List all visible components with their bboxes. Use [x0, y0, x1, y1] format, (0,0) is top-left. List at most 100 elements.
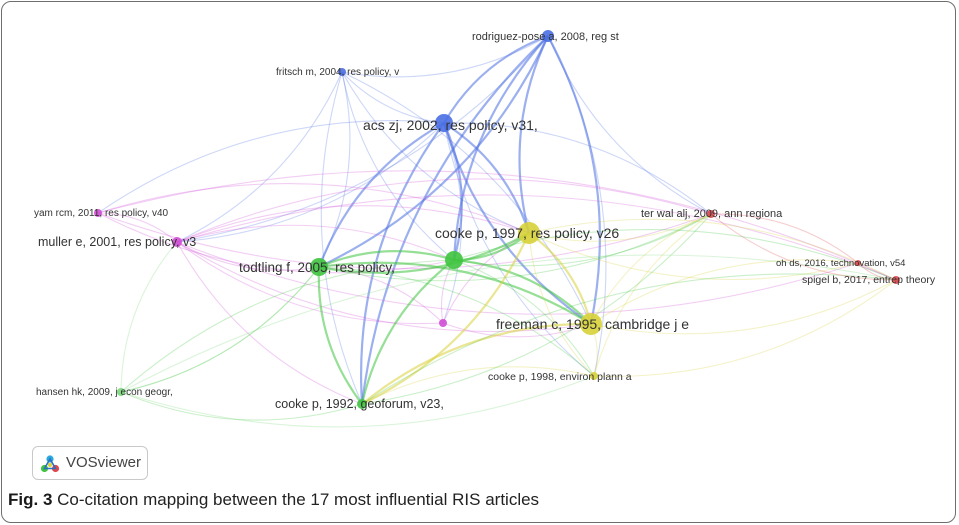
edge-rodriguez-terwal: [547, 35, 712, 215]
edge-cooke1998-spigel: [593, 279, 897, 377]
node-terwal[interactable]: [707, 210, 715, 218]
edge-hansen-spigel: [120, 254, 897, 393]
edge-cooke1997-terwal: [528, 213, 712, 242]
node-layer: [94, 30, 900, 409]
edge-fritsch-muller: [176, 71, 343, 243]
edge-hansen-todtling: [120, 266, 320, 393]
edge-cooke1997-spigel: [528, 218, 897, 281]
vosviewer-badge[interactable]: VOSviewer: [32, 446, 148, 480]
edge-acs-yam: [97, 120, 445, 214]
node-label-terwal[interactable]: ter wal alj, 2009, ann regiona: [641, 208, 783, 220]
edge-purple_small-freeman: [442, 322, 592, 338]
edge-cooke1997-ohds: [528, 232, 859, 281]
edge-todtling-cooke1997: [318, 232, 530, 274]
edge-muller-green_center: [176, 224, 455, 261]
label-layer: rodriguez-pose a, 2008, reg st fritsch m,…: [34, 31, 936, 411]
edge-hansen-muller: [120, 241, 178, 393]
node-label-hansen[interactable]: hansen hk, 2009, j econ geogr,: [36, 387, 173, 398]
caption-text: Co-citation mapping between the 17 most …: [52, 490, 540, 509]
node-todtling[interactable]: [310, 258, 328, 276]
edge-acs-freeman: [442, 122, 592, 325]
edge-rodriguez-cooke1998: [547, 35, 607, 377]
edge-fritsch-acs: [341, 71, 445, 124]
edge-yam-terwal: [97, 212, 712, 270]
node-label-acs[interactable]: acs zj, 2002, res policy, v31,: [363, 117, 538, 133]
edge-yam-spigel: [97, 170, 897, 281]
edge-acs-cooke1997: [443, 122, 531, 234]
edge-terwal-spigel: [710, 213, 897, 281]
edge-muller-terwal: [176, 178, 712, 243]
node-purple_small[interactable]: [439, 319, 447, 327]
node-label-cooke1998[interactable]: cooke p, 1998, environ plann a: [488, 371, 632, 383]
edge-fritsch-cooke1992: [320, 71, 363, 405]
node-label-spigel[interactable]: spigel b, 2017, entrep theory: [802, 274, 936, 286]
edge-rodriguez-green_center: [452, 35, 549, 261]
node-yam[interactable]: [94, 209, 102, 217]
node-label-todtling[interactable]: todtling f, 2005, res policy,: [239, 260, 395, 275]
node-label-yam[interactable]: yam rcm, 2011, res policy, v40: [34, 208, 169, 219]
edge-cooke1998-cooke1992: [361, 366, 595, 405]
edge-rodriguez-muller: [176, 35, 549, 243]
edge-cooke1997-cooke1992: [361, 232, 531, 405]
edge-rodriguez-acs: [443, 34, 549, 124]
edge-freeman-cooke1992: [361, 322, 592, 405]
edge-todtling-cooke1998: [318, 266, 595, 377]
node-label-rodriguez[interactable]: rodriguez-pose a, 2008, reg st: [472, 31, 619, 43]
node-label-fritsch[interactable]: fritsch m, 2004, res policy, v: [276, 67, 399, 78]
edge-cooke1992-hansen: [120, 391, 363, 421]
edge-acs-purple_small: [442, 122, 463, 324]
caption-figure-label: Fig. 3: [8, 490, 53, 509]
edge-green_center-spigel: [453, 229, 897, 281]
vosviewer-logo-icon: [40, 455, 60, 473]
edge-freeman-terwal: [590, 213, 712, 325]
edge-todtling-green_center: [318, 250, 455, 269]
node-muller[interactable]: [172, 237, 182, 247]
edge-fritsch-green_center: [341, 71, 455, 261]
node-freeman[interactable]: [580, 313, 602, 335]
node-label-cooke1997[interactable]: cooke p, 1997, res policy, v26: [435, 225, 619, 241]
edge-muller-purple_small: [176, 241, 444, 325]
edge-green_center-hansen: [120, 259, 455, 393]
node-label-ohds[interactable]: oh ds, 2016, technovation, v54: [776, 258, 905, 269]
edge-yam-muller: [97, 212, 178, 243]
node-rodriguez[interactable]: [542, 30, 554, 42]
node-spigel[interactable]: [892, 276, 900, 284]
node-cooke1997[interactable]: [518, 222, 540, 244]
node-cooke1992[interactable]: [357, 399, 367, 409]
edge-todtling-cooke1992: [317, 266, 363, 405]
edge-purple_small-todtling: [318, 266, 444, 324]
node-fritsch[interactable]: [338, 68, 346, 76]
edge-green_center-cooke1998: [453, 259, 595, 377]
edge-acs-green_center: [442, 122, 463, 261]
node-label-freeman[interactable]: freeman c, 1995, cambridge j e: [496, 316, 689, 332]
figure-caption: Fig. 3 Co-citation mapping between the 1…: [8, 490, 539, 510]
edge-muller-cooke1997: [176, 205, 530, 243]
edge-cooke1997-freeman: [528, 232, 593, 325]
edge-terwal-ohds: [710, 213, 859, 264]
node-acs[interactable]: [435, 114, 453, 132]
edge-muller-spigel: [176, 194, 897, 281]
node-cooke1998[interactable]: [590, 372, 598, 380]
edge-green_center-terwal: [453, 213, 712, 267]
edge-cooke1992-spigel: [361, 273, 897, 405]
edge-cooke1998-terwal: [593, 213, 712, 377]
edge-yam-cooke1997: [97, 183, 530, 234]
edge-rodriguez-fritsch: [341, 35, 549, 78]
edge-muller-cooke1992: [176, 241, 363, 405]
edge-rodriguez-freeman: [547, 35, 601, 325]
edge-rodriguez-todtling: [318, 35, 549, 268]
node-green_center[interactable]: [445, 251, 463, 269]
node-hansen[interactable]: [117, 388, 125, 396]
edge-green_center-cooke1992: [360, 259, 455, 405]
node-label-muller[interactable]: muller e, 2001, res policy, v3: [38, 235, 196, 249]
node-label-cooke1992[interactable]: cooke p, 1992, geoforum, v23,: [275, 397, 444, 411]
edge-todtling-freeman: [318, 261, 592, 325]
edge-hansen-cooke1998: [120, 375, 595, 428]
edge-cooke1992-terwal: [361, 213, 712, 405]
edge-rodriguez-cooke1992: [360, 35, 549, 405]
edge-green_center-freeman: [453, 258, 592, 325]
node-ohds[interactable]: [855, 260, 861, 266]
edge-freeman-spigel: [590, 279, 897, 335]
